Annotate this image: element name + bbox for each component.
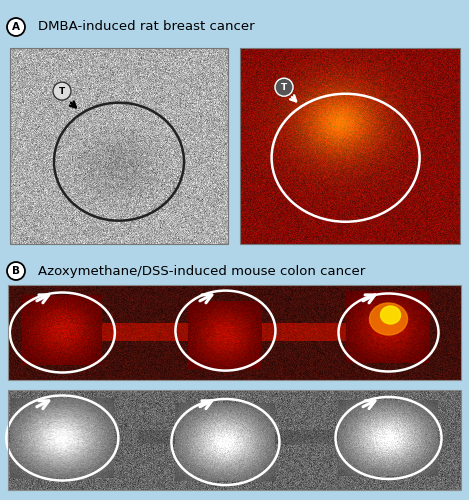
Text: A: A	[12, 22, 20, 32]
Ellipse shape	[380, 306, 401, 324]
Bar	[8, 285, 461, 380]
Text: DMBA-induced rat breast cancer: DMBA-induced rat breast cancer	[38, 20, 255, 34]
Circle shape	[53, 82, 71, 100]
Circle shape	[275, 78, 293, 96]
Bar	[10, 48, 228, 244]
Bar	[8, 390, 461, 490]
Circle shape	[7, 262, 25, 280]
Text: T: T	[281, 82, 287, 92]
Text: B: B	[12, 266, 20, 276]
Circle shape	[7, 18, 25, 36]
Text: Azoxymethane/DSS-induced mouse colon cancer: Azoxymethane/DSS-induced mouse colon can…	[38, 264, 365, 278]
Ellipse shape	[370, 303, 408, 335]
Text: T: T	[59, 86, 65, 96]
Bar	[240, 48, 460, 244]
